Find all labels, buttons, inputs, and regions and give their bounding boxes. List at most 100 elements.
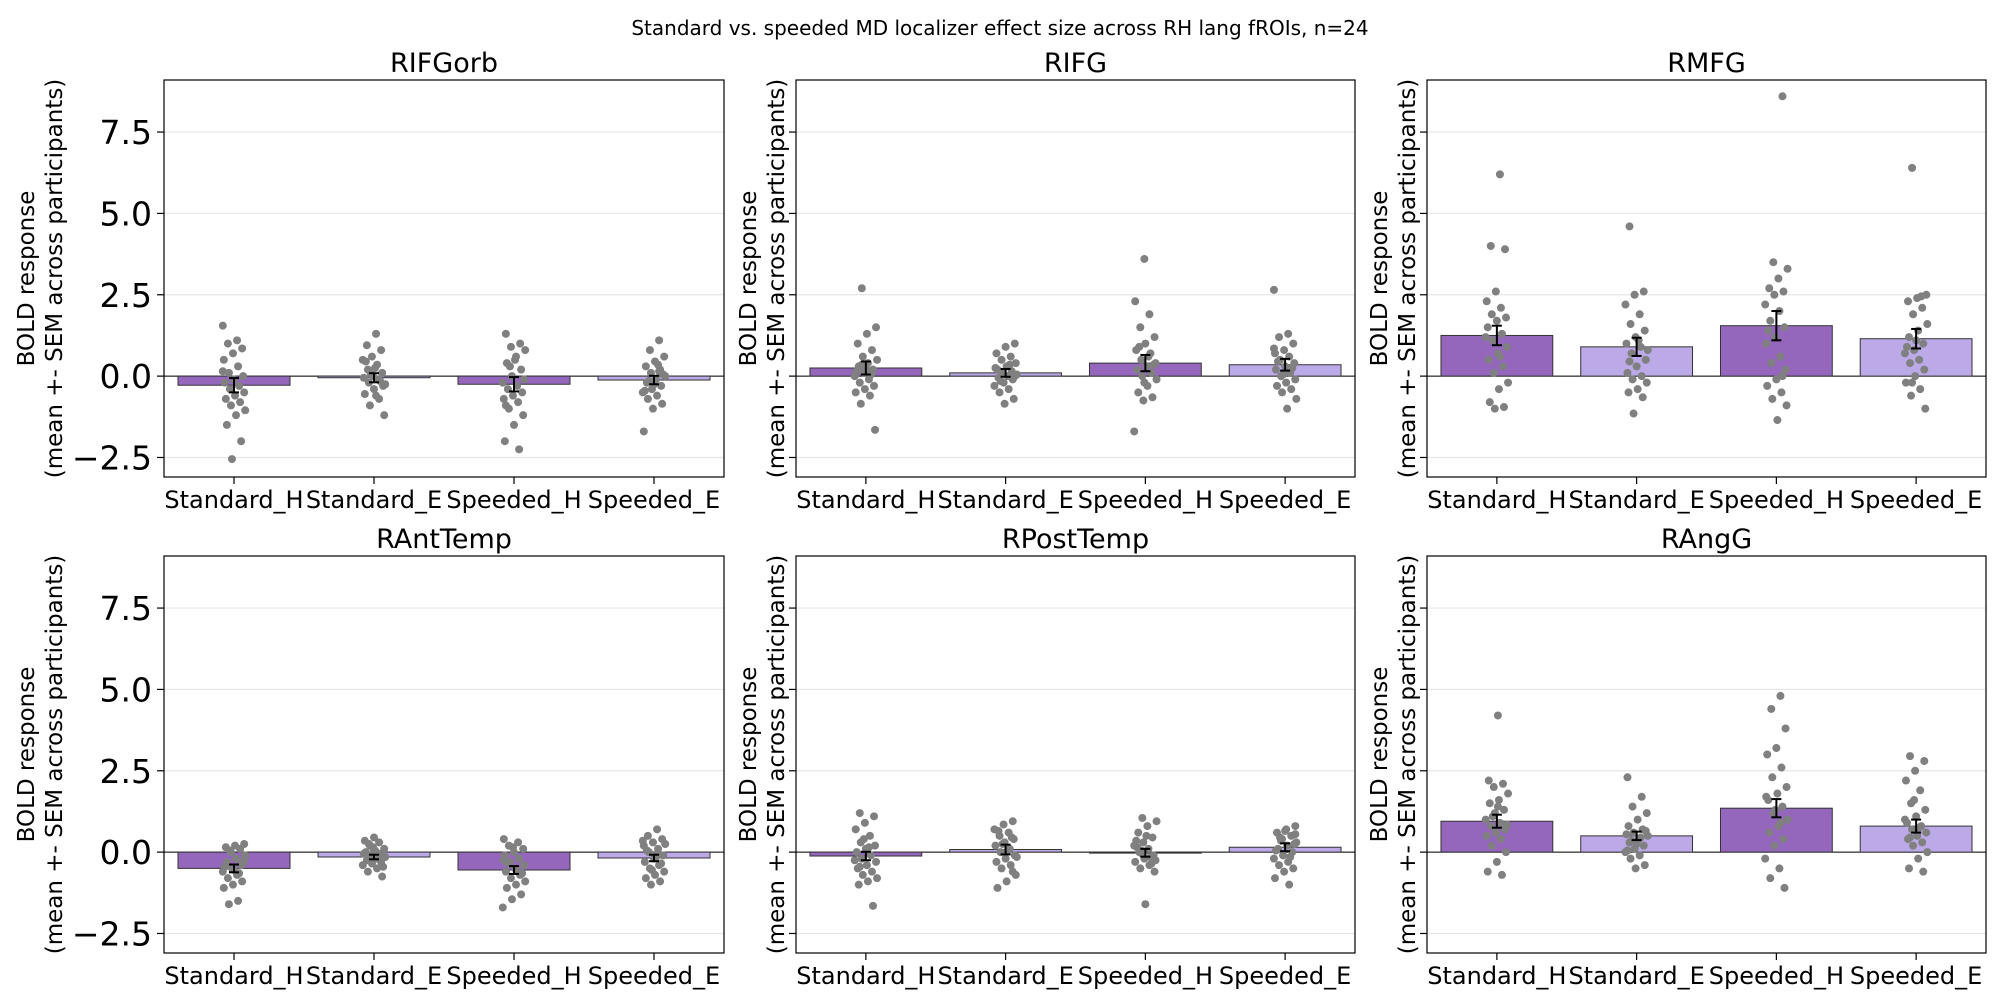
error-bar-Standard_H bbox=[229, 377, 239, 394]
data-point bbox=[1497, 329, 1506, 338]
x-tick-label: Standard_H bbox=[796, 486, 935, 514]
data-point bbox=[1152, 817, 1161, 826]
error-bar-Standard_E bbox=[1631, 830, 1642, 842]
data-point bbox=[240, 388, 249, 397]
data-point bbox=[500, 437, 509, 446]
data-point bbox=[1777, 388, 1786, 397]
y-tick-label: 5.0 bbox=[100, 194, 152, 233]
data-point bbox=[367, 352, 376, 361]
data-point bbox=[1637, 372, 1646, 381]
data-point bbox=[868, 901, 877, 910]
data-point bbox=[852, 367, 861, 376]
data-point bbox=[515, 445, 524, 454]
data-point bbox=[1640, 861, 1649, 870]
data-point bbox=[1147, 859, 1156, 868]
y-axis-label-line: (mean +- SEM across participants) bbox=[42, 79, 68, 479]
error-bar-Speeded_E bbox=[1280, 842, 1291, 853]
x-tick-label: Speeded_E bbox=[588, 962, 720, 990]
data-point bbox=[1917, 292, 1926, 301]
data-point bbox=[1624, 388, 1633, 397]
data-point bbox=[858, 870, 867, 879]
plot-area bbox=[796, 80, 1355, 477]
data-point bbox=[1269, 344, 1278, 353]
data-point bbox=[227, 455, 236, 464]
data-point bbox=[1137, 355, 1146, 364]
data-point bbox=[865, 391, 874, 400]
data-point bbox=[1134, 828, 1143, 837]
data-point bbox=[222, 420, 231, 429]
data-point bbox=[1011, 359, 1020, 368]
data-point bbox=[1001, 342, 1010, 351]
data-point bbox=[1152, 375, 1161, 384]
data-point bbox=[1906, 752, 1915, 761]
data-point bbox=[864, 843, 873, 852]
data-point bbox=[872, 323, 881, 332]
data-point bbox=[236, 844, 245, 853]
data-point bbox=[640, 857, 649, 866]
data-point bbox=[1483, 323, 1492, 332]
data-point bbox=[1908, 163, 1917, 172]
data-point bbox=[1142, 831, 1151, 840]
error-bar-Standard_E bbox=[369, 372, 379, 384]
plot-frame bbox=[163, 555, 725, 954]
data-point bbox=[1780, 323, 1789, 332]
error-bar-Speeded_H bbox=[1771, 310, 1782, 342]
data-point bbox=[1143, 822, 1152, 831]
data-point bbox=[1148, 833, 1157, 842]
data-point bbox=[1008, 867, 1017, 876]
data-point bbox=[1632, 839, 1641, 848]
data-point bbox=[1001, 854, 1010, 863]
data-point bbox=[240, 856, 249, 865]
data-point bbox=[517, 365, 526, 374]
plot-frame bbox=[163, 79, 725, 478]
data-point bbox=[1489, 368, 1498, 377]
data-point bbox=[501, 329, 510, 338]
data-point bbox=[1772, 743, 1781, 752]
data-point bbox=[855, 862, 864, 871]
subplot-title: RIFGorb bbox=[390, 48, 498, 79]
data-point bbox=[520, 375, 529, 384]
data-point bbox=[1778, 372, 1787, 381]
data-point bbox=[1486, 241, 1495, 250]
data-point bbox=[499, 835, 508, 844]
data-point bbox=[1148, 393, 1157, 402]
data-point bbox=[1487, 310, 1496, 319]
data-point bbox=[1504, 789, 1513, 798]
data-point bbox=[656, 877, 665, 886]
error-bar-Standard_H bbox=[860, 360, 871, 376]
data-point bbox=[1920, 757, 1929, 766]
data-point bbox=[363, 867, 372, 876]
data-point bbox=[507, 895, 516, 904]
data-point bbox=[1776, 691, 1785, 700]
data-point bbox=[234, 362, 243, 371]
data-point bbox=[1922, 828, 1931, 837]
y-axis-label: BOLD response(mean +- SEM across partici… bbox=[1367, 555, 1421, 955]
x-tick-label: Speeded_H bbox=[1078, 962, 1213, 990]
data-point bbox=[1636, 342, 1645, 351]
data-point bbox=[994, 826, 1003, 835]
data-point bbox=[653, 391, 662, 400]
data-point bbox=[1907, 391, 1916, 400]
data-point bbox=[518, 869, 527, 878]
data-point bbox=[660, 867, 669, 876]
x-tick-label: Speeded_H bbox=[1078, 486, 1213, 514]
data-point bbox=[1271, 365, 1280, 374]
data-point bbox=[1642, 809, 1651, 818]
data-point bbox=[520, 861, 529, 870]
y-axis-label: BOLD response(mean +- SEM across partici… bbox=[1367, 79, 1421, 479]
data-point bbox=[1912, 812, 1921, 821]
data-point bbox=[1626, 320, 1635, 329]
data-point bbox=[1503, 820, 1512, 829]
data-point bbox=[865, 831, 874, 840]
data-point bbox=[1292, 394, 1301, 403]
data-point bbox=[1905, 864, 1914, 873]
data-point bbox=[516, 339, 525, 348]
data-point bbox=[1762, 339, 1771, 348]
data-point bbox=[654, 360, 663, 369]
data-point bbox=[1623, 773, 1632, 782]
subplot-RPostTemp: Standard_H Standard_E Speeded_H Speeded_E RP… bbox=[736, 524, 1356, 990]
data-point bbox=[857, 854, 866, 863]
data-point bbox=[1008, 817, 1017, 826]
